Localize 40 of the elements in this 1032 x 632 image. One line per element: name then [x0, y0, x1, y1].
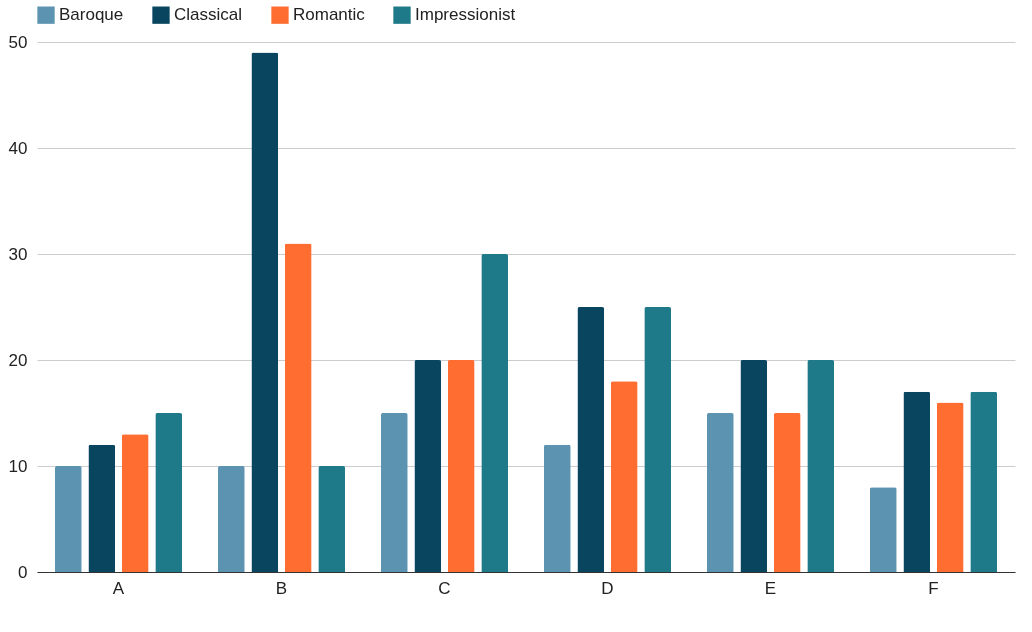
bar — [740, 360, 768, 572]
y-tick-label: 40 — [8, 138, 28, 158]
x-tick-label: C — [438, 578, 451, 598]
bar — [447, 360, 475, 572]
bar — [217, 466, 245, 572]
bar — [869, 487, 897, 572]
legend-label: Classical — [174, 5, 243, 25]
bar — [610, 381, 638, 572]
bar — [121, 434, 149, 572]
y-tick-label: 50 — [8, 32, 28, 52]
bar — [970, 391, 998, 572]
bar — [807, 360, 835, 572]
legend-label: Romantic — [293, 5, 366, 25]
legend-label: Impressionist — [415, 5, 516, 25]
bar — [155, 413, 183, 572]
y-tick-label: 30 — [8, 244, 28, 264]
bar — [543, 444, 571, 572]
x-tick-label: D — [601, 578, 614, 598]
bar — [88, 444, 116, 572]
bar — [773, 413, 801, 572]
bar — [284, 243, 312, 572]
x-tick-label: E — [764, 578, 777, 598]
y-tick-label: 10 — [8, 456, 28, 476]
x-tick-label: B — [275, 578, 288, 598]
bar — [577, 307, 605, 572]
bar — [318, 466, 346, 572]
legend-label: Baroque — [59, 5, 124, 25]
bar — [936, 402, 964, 572]
y-tick-label: 0 — [18, 562, 28, 582]
bar — [481, 254, 509, 572]
bar — [380, 413, 408, 572]
x-tick-label: A — [112, 578, 125, 598]
y-tick-label: 20 — [8, 350, 28, 370]
bar — [414, 360, 442, 572]
bar — [903, 391, 931, 572]
bar — [54, 466, 82, 572]
x-tick-label: F — [928, 578, 939, 598]
bar — [644, 307, 672, 572]
bar — [706, 413, 734, 572]
bar — [251, 52, 279, 572]
